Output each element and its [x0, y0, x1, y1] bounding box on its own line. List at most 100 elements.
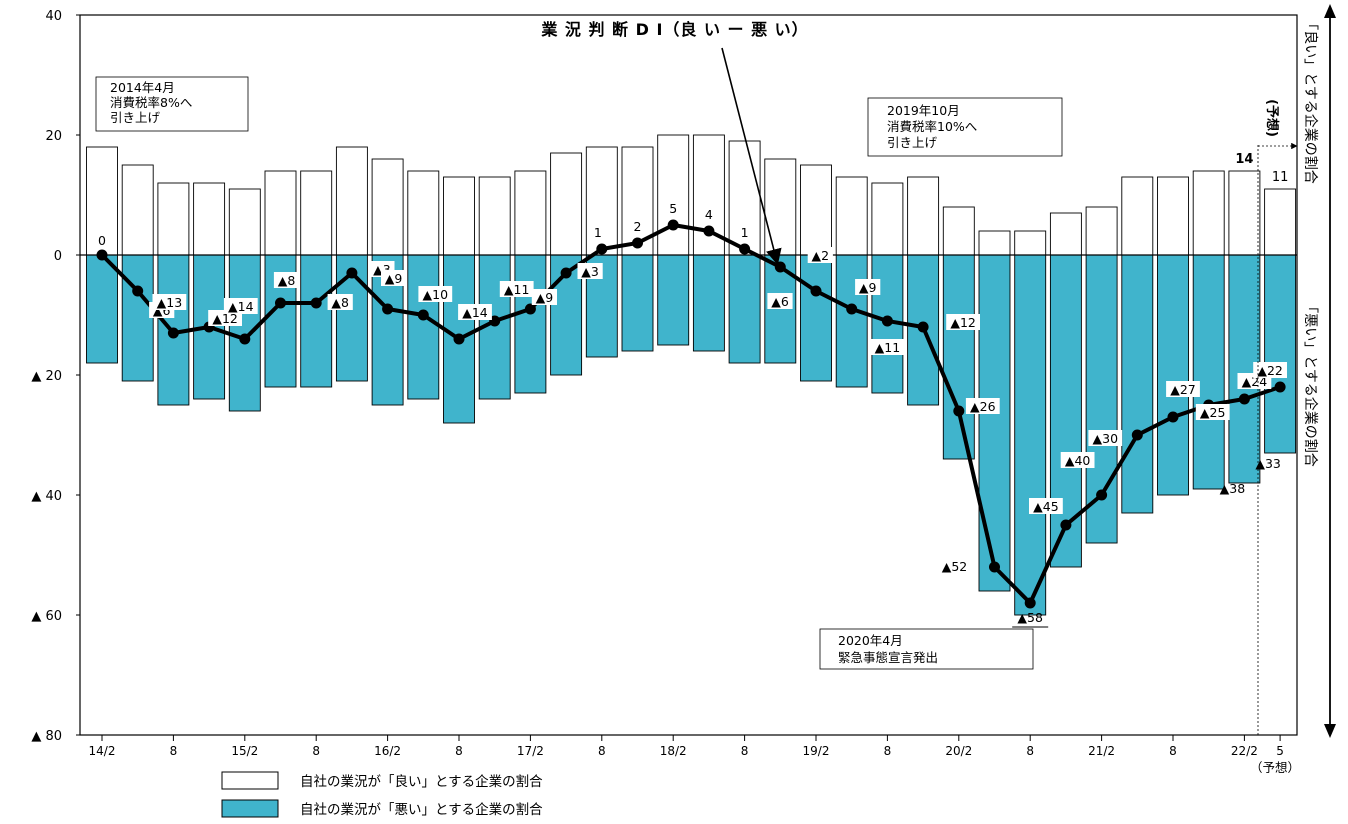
bad-bar-label: ▲33 — [1255, 456, 1281, 471]
bad-bar — [1014, 254, 1047, 616]
di-label: ▲45 — [1033, 499, 1059, 514]
annotation-2019-line1: 2019年10月 — [887, 103, 960, 118]
di-labels: 0▲6▲13▲12▲14▲8▲8▲3▲9▲10▲14▲11▲9▲31 25 41▲2… — [98, 152, 1288, 628]
di-label: ▲14 — [462, 305, 488, 320]
di-label-box — [152, 294, 187, 310]
di-point — [489, 315, 501, 327]
x-forecast-note: （予想） — [1250, 760, 1300, 775]
bad-bar — [835, 254, 868, 388]
x-tick-label: 15/2 — [231, 744, 258, 758]
y-axis: 40 20 0 ▲ 20 ▲ 40 ▲ 60 ▲ 80 — [31, 9, 80, 744]
di-label: ▲30 — [1093, 431, 1119, 446]
di-point — [774, 261, 786, 273]
di-point — [1096, 489, 1108, 501]
di-label: ▲6 — [771, 294, 789, 309]
legend-good-swatch — [221, 771, 279, 790]
bad-bar — [228, 254, 261, 412]
di-label: ▲14 — [228, 299, 254, 314]
good-bar — [657, 134, 690, 256]
bad-bar — [728, 254, 761, 364]
y-tick-label: ▲ 80 — [31, 729, 62, 744]
di-label: ▲25 — [1200, 405, 1226, 420]
di-label: 5 — [669, 201, 677, 216]
di-label: ▲13 — [157, 295, 183, 310]
di-label: ▲52 — [942, 559, 968, 574]
right-axis-upper-label: 「良い」とする企業の割合 — [1302, 16, 1319, 184]
x-tick-label: 14/2 — [89, 744, 116, 758]
good-bar — [942, 206, 975, 256]
di-label-box — [458, 304, 492, 320]
good-bar — [871, 182, 904, 256]
annotation-2014-line3: 引き上げ — [110, 110, 161, 125]
di-label-box — [965, 398, 1000, 414]
y-tick-label: 20 — [45, 129, 62, 144]
bad-bar — [800, 254, 832, 382]
bad-bar — [407, 254, 440, 400]
right-axis-arrow-up — [1324, 4, 1336, 18]
di-point — [739, 243, 751, 255]
bad-bar — [978, 254, 1011, 592]
di-label-box — [767, 293, 793, 309]
di-series-line — [100, 223, 1281, 605]
di-point — [632, 237, 643, 249]
di-point — [96, 249, 108, 261]
x-axis: 14/2 8 15/2 8 16/2 8 17/2 8 18/2 8 19/2 8 20/2 8 21/2 8… — [89, 735, 1284, 758]
chart-title: 業 況 判 断 D I（良 い ー 悪 い） — [540, 20, 808, 39]
annotation-2019-line2: 消費税率10%へ — [887, 119, 977, 134]
di-label: ▲9 — [859, 280, 877, 295]
x-tick-label: 8 — [170, 744, 178, 758]
di-point — [703, 225, 715, 237]
di-point — [560, 267, 572, 279]
annotation-2019: 2019年10月 消費税率10%へ 引き上げ — [867, 97, 1063, 157]
di-point — [846, 303, 858, 315]
x-tick-label: 5 — [1276, 744, 1284, 758]
good-bar — [121, 164, 154, 256]
legend-bad-label: 自社の業況が「悪い」とする企業の割合 — [300, 801, 543, 818]
di-label: ▲12 — [950, 315, 976, 330]
y-tick-label: ▲ 20 — [31, 369, 62, 384]
bad-bar — [121, 254, 154, 382]
x-tick-label: 19/2 — [803, 744, 830, 758]
good-bar — [1049, 212, 1082, 256]
good-bar — [978, 230, 1011, 256]
good-bar — [335, 146, 368, 256]
bad-bar — [300, 254, 333, 388]
di-point — [417, 309, 429, 321]
di-label-box — [1253, 362, 1287, 378]
x-tick-label: 8 — [598, 744, 606, 758]
di-label: ▲11 — [875, 340, 901, 355]
di-label-box — [807, 247, 833, 263]
di-label: ▲8 — [331, 295, 349, 310]
di-label: ▲27 — [1170, 382, 1196, 397]
good-bar — [193, 182, 226, 256]
forecast-marker-label: (予想) — [1264, 99, 1280, 137]
good-bar-label: 14 — [1235, 152, 1253, 167]
di-label-box — [1029, 498, 1063, 514]
bad-bar — [942, 254, 975, 460]
di-label-box — [1060, 452, 1095, 468]
di-label-box — [381, 270, 407, 286]
di-point — [1024, 597, 1036, 609]
good-bar — [157, 182, 190, 256]
di-label: ▲26 — [970, 399, 996, 414]
di-point — [1274, 381, 1286, 393]
bad-bar — [86, 254, 118, 364]
di-point — [275, 297, 286, 309]
legend: 自社の業況が「良い」とする企業の割合 自社の業況が「悪い」とする企業の割合 — [221, 771, 543, 818]
good-bar — [1014, 230, 1047, 256]
di-point — [167, 327, 179, 339]
x-tick-label: 8 — [455, 744, 463, 758]
di-point — [953, 405, 965, 417]
di-label-box — [577, 263, 603, 279]
bad-bar — [621, 254, 654, 352]
bad-bar — [514, 254, 547, 394]
bad-bar — [692, 254, 725, 352]
di-label: 1 — [594, 225, 602, 240]
di-label: ▲40 — [1065, 453, 1091, 468]
y-tick-label: ▲ 60 — [31, 609, 62, 624]
di-point — [310, 297, 322, 309]
di-label-box — [946, 314, 980, 330]
good-bar — [907, 176, 940, 256]
x-tick-label: 8 — [1169, 744, 1177, 758]
annotation-2020-line2: 緊急事態宣言発出 — [838, 650, 938, 665]
